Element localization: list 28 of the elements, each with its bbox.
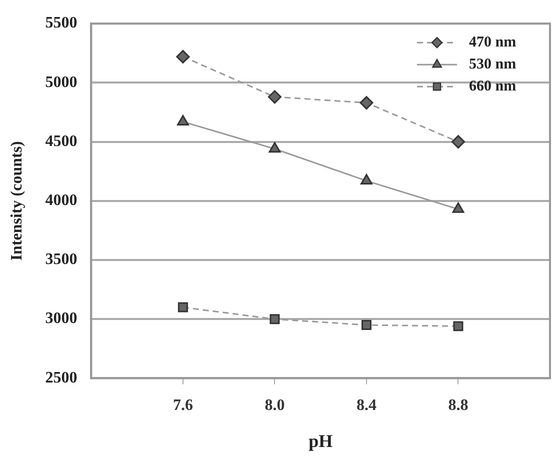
y-tick-label: 4000 bbox=[45, 192, 78, 210]
y-tick-label: 5500 bbox=[45, 14, 78, 32]
point bbox=[361, 320, 372, 330]
y-tick-label: 4500 bbox=[45, 132, 78, 150]
point bbox=[177, 114, 189, 126]
x-tick-label: 8.0 bbox=[264, 396, 285, 414]
x-tick-label: 7.6 bbox=[172, 396, 193, 414]
point bbox=[452, 202, 464, 213]
y-tick-label: 2500 bbox=[45, 369, 78, 386]
point bbox=[453, 321, 464, 332]
legend-label: 530 nm bbox=[469, 56, 517, 72]
point bbox=[268, 142, 281, 153]
x-axis-title: pH bbox=[308, 430, 333, 451]
point bbox=[178, 302, 188, 312]
point bbox=[176, 50, 190, 64]
x-tick-label: 8.4 bbox=[356, 396, 376, 414]
point bbox=[270, 314, 280, 324]
point bbox=[360, 96, 374, 110]
y-tick-label: 3000 bbox=[45, 310, 78, 328]
point bbox=[268, 90, 282, 104]
legend-label: 660 nm bbox=[469, 78, 517, 94]
y-axis-title: Intensity (counts) bbox=[8, 141, 26, 261]
x-tick-label: 8.8 bbox=[448, 396, 468, 414]
y-tick-label: 3500 bbox=[45, 251, 78, 268]
legend-label: 470 nm bbox=[469, 34, 517, 50]
y-tick-label: 5000 bbox=[45, 74, 78, 91]
point bbox=[451, 135, 465, 149]
point bbox=[360, 174, 372, 185]
